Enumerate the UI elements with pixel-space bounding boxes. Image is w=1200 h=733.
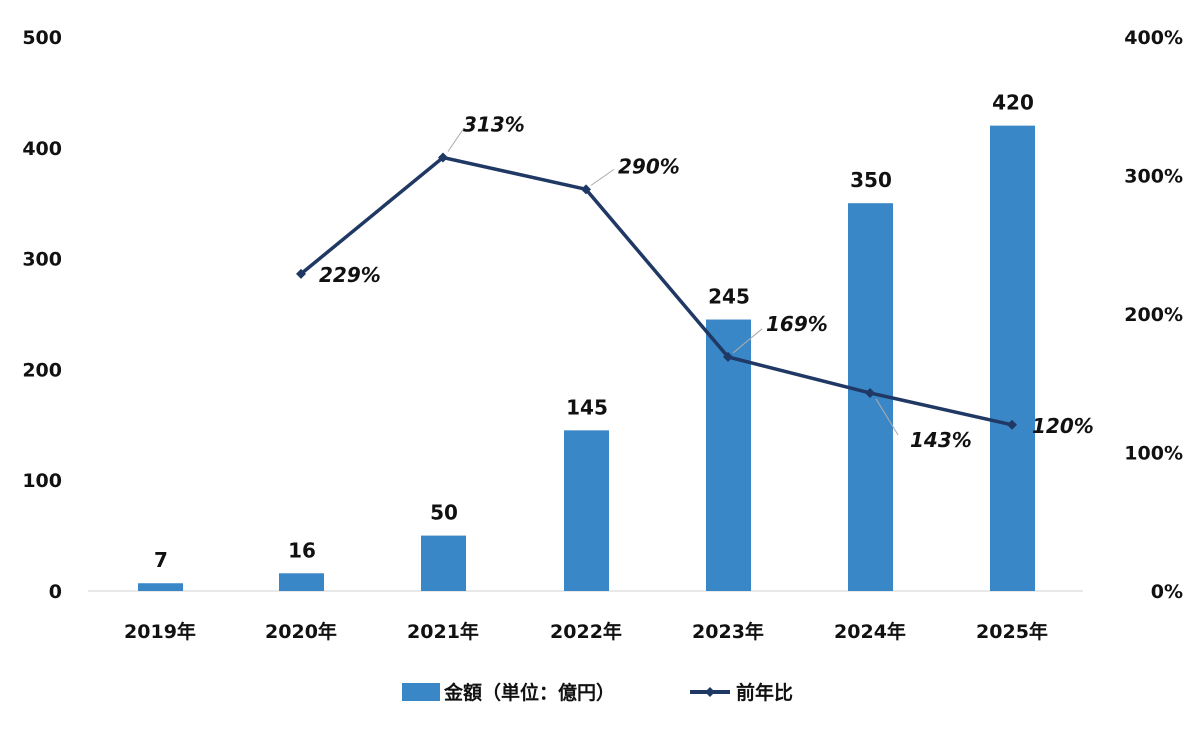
right-tick-label: 0% xyxy=(1151,581,1183,603)
legend-swatch-amount xyxy=(402,683,440,701)
left-tick-label: 0 xyxy=(49,581,62,603)
bar xyxy=(279,573,324,591)
yoy-marker xyxy=(438,152,448,163)
bar xyxy=(990,125,1035,591)
leader-line xyxy=(590,168,615,186)
leader-line xyxy=(732,328,763,354)
yoy-data-label: 169% xyxy=(766,312,828,336)
left-tick-label: 500 xyxy=(22,27,62,49)
bar xyxy=(421,535,466,591)
left-tick-label: 300 xyxy=(22,249,62,271)
yoy-line xyxy=(299,155,1013,427)
bar xyxy=(706,319,751,591)
x-tick-label: 2022年 xyxy=(550,620,622,643)
right-tick-label: 300% xyxy=(1124,166,1183,188)
x-tick-label: 2025年 xyxy=(976,620,1048,643)
bar xyxy=(564,430,609,591)
leader-line xyxy=(447,129,464,152)
bar-data-label: 50 xyxy=(430,501,458,525)
yoy-marker xyxy=(296,268,306,279)
bar-data-label: 420 xyxy=(992,91,1034,115)
bar-data-label: 16 xyxy=(288,538,316,562)
bar-data-label: 145 xyxy=(566,395,608,419)
x-tick-label: 2020年 xyxy=(265,620,337,643)
yoy-data-label: 143% xyxy=(910,428,972,452)
leader-line xyxy=(875,398,899,436)
left-tick-label: 400 xyxy=(22,138,62,160)
legend-label-amount: 金額（単位：億円） xyxy=(443,681,615,704)
yoy-data-label: 313% xyxy=(463,112,525,136)
bar xyxy=(138,583,183,591)
x-tick-label: 2019年 xyxy=(124,620,196,643)
yoy-data-label: 290% xyxy=(618,154,680,178)
legend: 金額（単位：億円） 前年比 xyxy=(402,681,793,704)
x-tick-label: 2024年 xyxy=(834,620,906,643)
bar-data-label: 350 xyxy=(850,168,892,192)
left-tick-label: 100 xyxy=(22,470,62,492)
right-tick-label: 400% xyxy=(1124,27,1183,49)
yoy-data-label: 229% xyxy=(319,263,381,287)
yoy-marker xyxy=(581,184,591,195)
right-tick-label: 100% xyxy=(1124,443,1183,465)
right-tick-label: 200% xyxy=(1124,304,1183,326)
legend-marker-yoy xyxy=(705,687,715,697)
yoy-data-label: 120% xyxy=(1032,414,1094,438)
bar-data-label: 245 xyxy=(708,285,750,309)
yoy-marker xyxy=(865,387,875,398)
left-tick-label: 200 xyxy=(22,359,62,381)
legend-label-yoy: 前年比 xyxy=(736,681,793,704)
yoy-marker xyxy=(723,351,733,362)
x-tick-label: 2023年 xyxy=(692,620,764,643)
x-tick-label: 2021年 xyxy=(407,620,479,643)
yoy-marker xyxy=(1007,419,1017,430)
bar-data-label: 7 xyxy=(154,548,168,572)
